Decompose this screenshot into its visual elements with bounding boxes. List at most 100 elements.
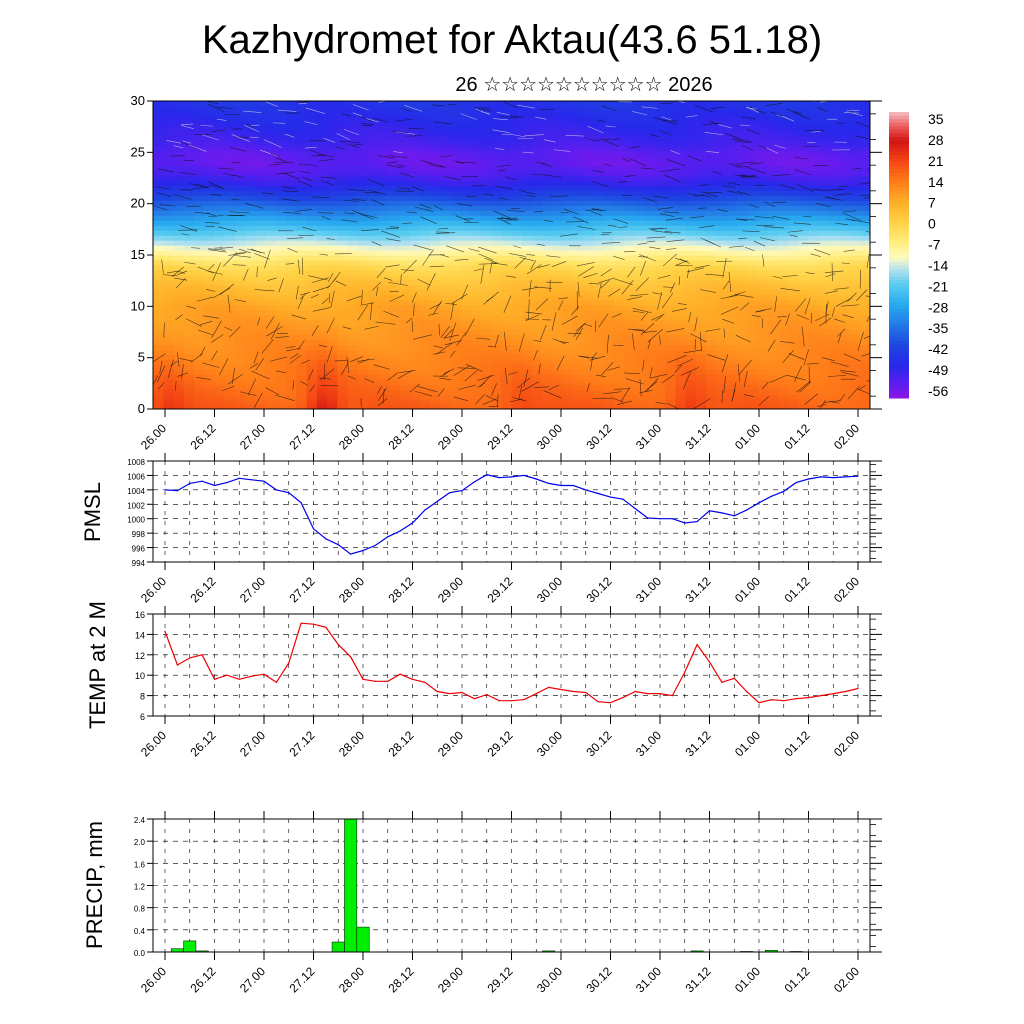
pmsl-point	[708, 510, 711, 512]
pmsl-point	[696, 521, 698, 523]
cross-section-xtick-label: 30.12	[583, 421, 614, 452]
temp-point	[857, 687, 859, 690]
pmsl-point	[362, 549, 364, 552]
precip-xtick-label: 27.00	[237, 964, 268, 995]
pmsl-point	[783, 490, 785, 492]
precip-xtick-label: 29.00	[435, 964, 466, 995]
precip-xtick-label: 01.12	[781, 964, 812, 995]
page-title: Kazhydromet for Aktau(43.6 51.18)	[201, 18, 823, 62]
pmsl-point	[411, 522, 414, 524]
pmsl-xtick-label: 29.12	[484, 574, 515, 605]
colorbar: 35 28 21 14 7 0 -7 -14 -21 -28 -35 -42 -49 -56	[889, 111, 948, 399]
pmsl-point	[647, 517, 649, 519]
temp-point	[362, 678, 364, 680]
temp-point	[671, 695, 673, 697]
temp-xtick-label: 26.00	[138, 728, 169, 759]
precip-xtick-label: 28.00	[336, 964, 367, 995]
precip-panel: 0.0 0.4 0.8 1.2 1.6 2.0 2.4 26.00 26.12 27.00 27.1…	[82, 811, 882, 995]
precip-xtick-label: 31.12	[682, 964, 713, 995]
pmsl-point	[671, 518, 673, 520]
pmsl-ytick-label: 1006	[127, 472, 145, 481]
temp-point	[832, 692, 834, 695]
pmsl-point	[424, 509, 426, 511]
pmsl-point	[770, 495, 772, 497]
temp-point	[350, 656, 352, 658]
pmsl-point	[449, 492, 451, 494]
pmsl-ytick-label: 994	[132, 559, 146, 568]
precip-ytick-label: 0.4	[134, 927, 146, 936]
wind-streamlines	[153, 101, 870, 409]
pmsl-ylabel: PMSL	[80, 482, 105, 542]
temp-point	[189, 657, 191, 659]
pmsl-point	[820, 476, 822, 478]
pmsl-xtick-label: 29.00	[435, 574, 466, 605]
cross-section-ytick-label: 5	[138, 350, 145, 365]
temp-point	[770, 699, 772, 701]
cross-section-ytick-label: 20	[131, 196, 145, 211]
precip-ytick-label: 1.2	[134, 883, 146, 892]
pmsl-point	[201, 480, 203, 482]
temp-point	[609, 702, 612, 704]
pmsl-point	[535, 478, 537, 480]
temp-point	[486, 693, 488, 696]
temp-point	[288, 662, 290, 664]
pmsl-xtick-label: 27.00	[237, 574, 268, 605]
temp-point	[387, 680, 389, 682]
pmsl-point	[164, 489, 166, 491]
temp-point	[201, 654, 203, 656]
temp-point	[708, 661, 711, 663]
temp-point	[535, 692, 537, 695]
temp-point	[325, 626, 327, 628]
pmsl-point	[659, 518, 661, 520]
pmsl-xtick-label: 01.00	[732, 574, 763, 605]
pmsl-point	[634, 508, 636, 510]
cross-section-xtick-label: 01.00	[732, 421, 763, 452]
temp-ylabel: TEMP at 2 M	[85, 601, 110, 729]
temp-ytick-label: 6	[140, 712, 145, 722]
temp-ytick-label: 8	[140, 692, 145, 702]
temp-point	[572, 690, 574, 693]
pmsl-point	[176, 489, 178, 492]
temp-point	[436, 690, 438, 693]
pmsl-point	[572, 484, 574, 487]
pmsl-point	[436, 500, 438, 502]
temp-point	[473, 698, 475, 700]
precip-xtick-label: 30.00	[534, 964, 565, 995]
temp-point	[164, 630, 166, 632]
cross-section-xtick-label: 28.00	[336, 421, 367, 452]
temp-point	[251, 675, 253, 677]
cross-section-xtick-label: 31.12	[682, 421, 713, 452]
colorbar-label: -49	[928, 362, 948, 378]
precip-xtick-label: 26.12	[187, 964, 218, 995]
colorbar-label: -56	[928, 383, 948, 399]
pmsl-point	[213, 484, 216, 487]
temp-point	[548, 686, 550, 689]
temp-point	[498, 700, 500, 702]
temp-point	[374, 680, 376, 682]
temp-point	[807, 697, 810, 699]
cross-section-ytick-label: 0	[138, 401, 145, 416]
cross-section-ytick-label: 15	[131, 247, 145, 262]
pmsl-point	[684, 522, 686, 524]
pmsl-xtick-label: 28.12	[385, 574, 416, 605]
cross-section-xtick-label: 30.00	[534, 421, 565, 452]
temp-point	[585, 691, 587, 694]
pmsl-point	[325, 538, 327, 540]
pmsl-ytick-label: 1002	[127, 501, 145, 510]
temp-point	[263, 673, 265, 675]
date-subtitle: 26 ☆☆☆☆☆☆☆☆☆☆ 2026	[455, 74, 713, 96]
temp-point	[733, 677, 735, 679]
precip-xtick-label: 31.00	[633, 964, 664, 995]
cross-section-xtick-label: 27.00	[237, 421, 268, 452]
pmsl-point	[337, 544, 339, 546]
precip-xtick-label: 27.12	[286, 964, 317, 995]
colorbar-label: -14	[928, 257, 948, 273]
temp-xtick-label: 28.12	[385, 728, 416, 759]
temp-point	[238, 678, 240, 680]
temp-point	[783, 700, 785, 702]
colorbar-label: 35	[928, 111, 944, 127]
pmsl-point	[288, 492, 290, 494]
pmsl-xtick-label: 30.00	[534, 574, 565, 605]
temp-ytick-label: 12	[135, 651, 145, 661]
pmsl-point	[374, 544, 376, 547]
